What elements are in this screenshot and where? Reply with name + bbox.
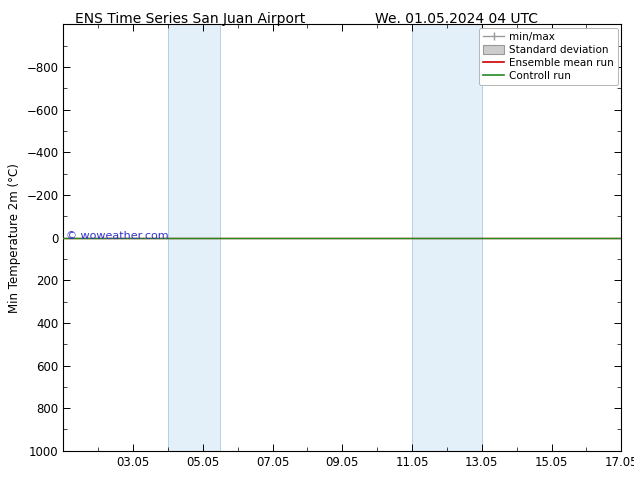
Bar [412, 24, 482, 451]
Bar [168, 24, 221, 451]
Y-axis label: Min Temperature 2m (°C): Min Temperature 2m (°C) [8, 163, 21, 313]
Text: ENS Time Series San Juan Airport: ENS Time Series San Juan Airport [75, 12, 306, 26]
Legend: min/max, Standard deviation, Ensemble mean run, Controll run: min/max, Standard deviation, Ensemble me… [479, 27, 618, 85]
Text: We. 01.05.2024 04 UTC: We. 01.05.2024 04 UTC [375, 12, 538, 26]
Text: © woweather.com: © woweather.com [66, 231, 169, 242]
